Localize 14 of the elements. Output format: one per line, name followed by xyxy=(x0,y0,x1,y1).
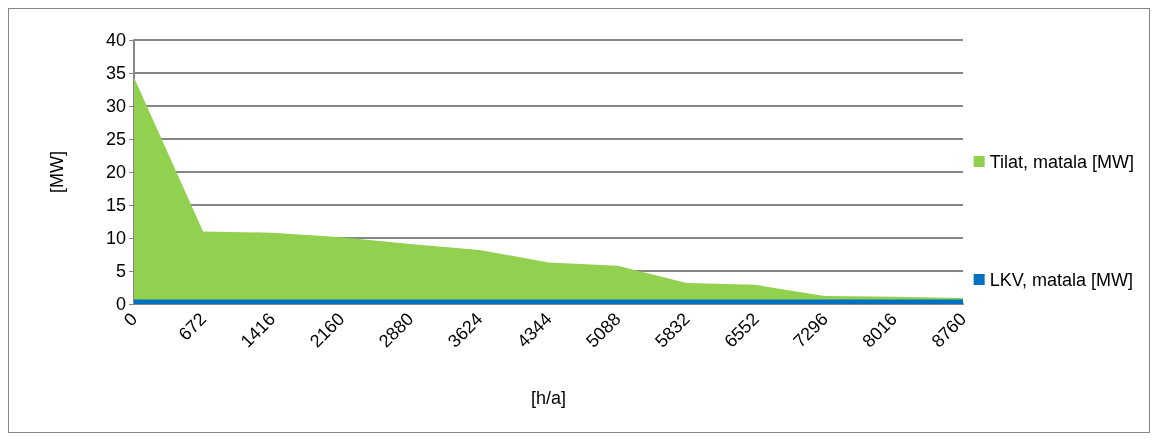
y-tick-label: 20 xyxy=(105,162,126,182)
y-tick-label: 15 xyxy=(105,195,126,215)
y-tick-label: 40 xyxy=(105,30,126,50)
y-tick-label: 5 xyxy=(115,261,126,281)
y-tick-label: 30 xyxy=(105,96,126,116)
y-axis-title: [MW] xyxy=(47,151,67,193)
y-tick-label: 25 xyxy=(105,129,126,149)
y-tick-label: 35 xyxy=(105,63,126,83)
y-tick-label: 10 xyxy=(105,228,126,248)
y-tick-label: 0 xyxy=(115,294,126,314)
legend-label: LKV, matala [MW] xyxy=(989,269,1134,290)
x-axis-title: [h/a] xyxy=(530,388,567,408)
x-tick-label: 672 xyxy=(174,308,211,345)
legend-label: Tilat, matala [MW] xyxy=(989,151,1135,172)
